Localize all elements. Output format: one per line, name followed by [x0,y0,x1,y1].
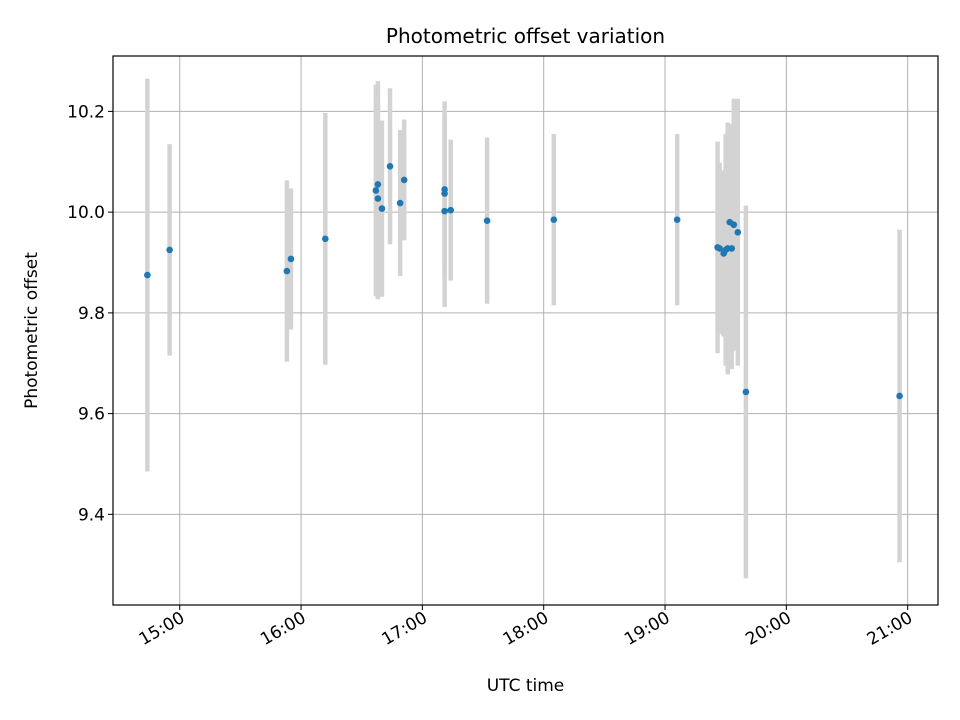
x-tick-label: 17:00 [378,608,430,650]
x-tick-label: 21:00 [864,608,916,650]
data-point [716,245,723,252]
data-point [166,246,173,254]
data-point [441,207,448,215]
x-tick-label: 18:00 [500,608,552,650]
data-point [734,228,742,236]
data-point [374,195,382,202]
y-tick-label: 9.8 [78,304,105,324]
grid [113,56,938,605]
y-axis-ticks: 9.4 9.6 9.8 10.0 10.2 [67,102,113,525]
y-tick-label: 10.2 [67,102,105,122]
x-tick-label: 15:00 [136,608,188,650]
data-point [728,245,736,252]
x-axis-ticks: 15:00 16:00 17:00 18:00 19:00 20:00 21:00 [136,605,916,650]
data-point [283,267,291,275]
y-tick-label: 10.0 [67,203,105,223]
x-tick-label: 16:00 [257,608,309,650]
data-point [896,392,903,400]
plot-area-frame [112,55,939,606]
x-tick-label: 19:00 [621,608,673,650]
y-tick-label: 9.6 [78,405,105,425]
data-points [144,163,903,400]
chart-title: Photometric offset variation [386,24,665,48]
y-axis-label: Photometric offset [22,252,42,409]
data-point [673,216,681,223]
y-tick-label: 9.4 [78,505,105,525]
data-point [730,221,738,229]
data-point [742,388,750,396]
data-point [483,217,491,224]
data-point [378,205,386,212]
data-point [400,176,408,184]
data-point [386,163,394,170]
data-point [550,216,558,223]
data-point [287,255,295,263]
data-point [374,181,382,188]
data-point [144,271,151,279]
x-axis-label: UTC time [487,676,565,696]
x-tick-label: 20:00 [742,608,794,650]
data-point [396,199,404,207]
data-point [372,187,380,194]
data-point [447,206,454,214]
data-point [322,235,329,243]
data-point [441,190,448,197]
